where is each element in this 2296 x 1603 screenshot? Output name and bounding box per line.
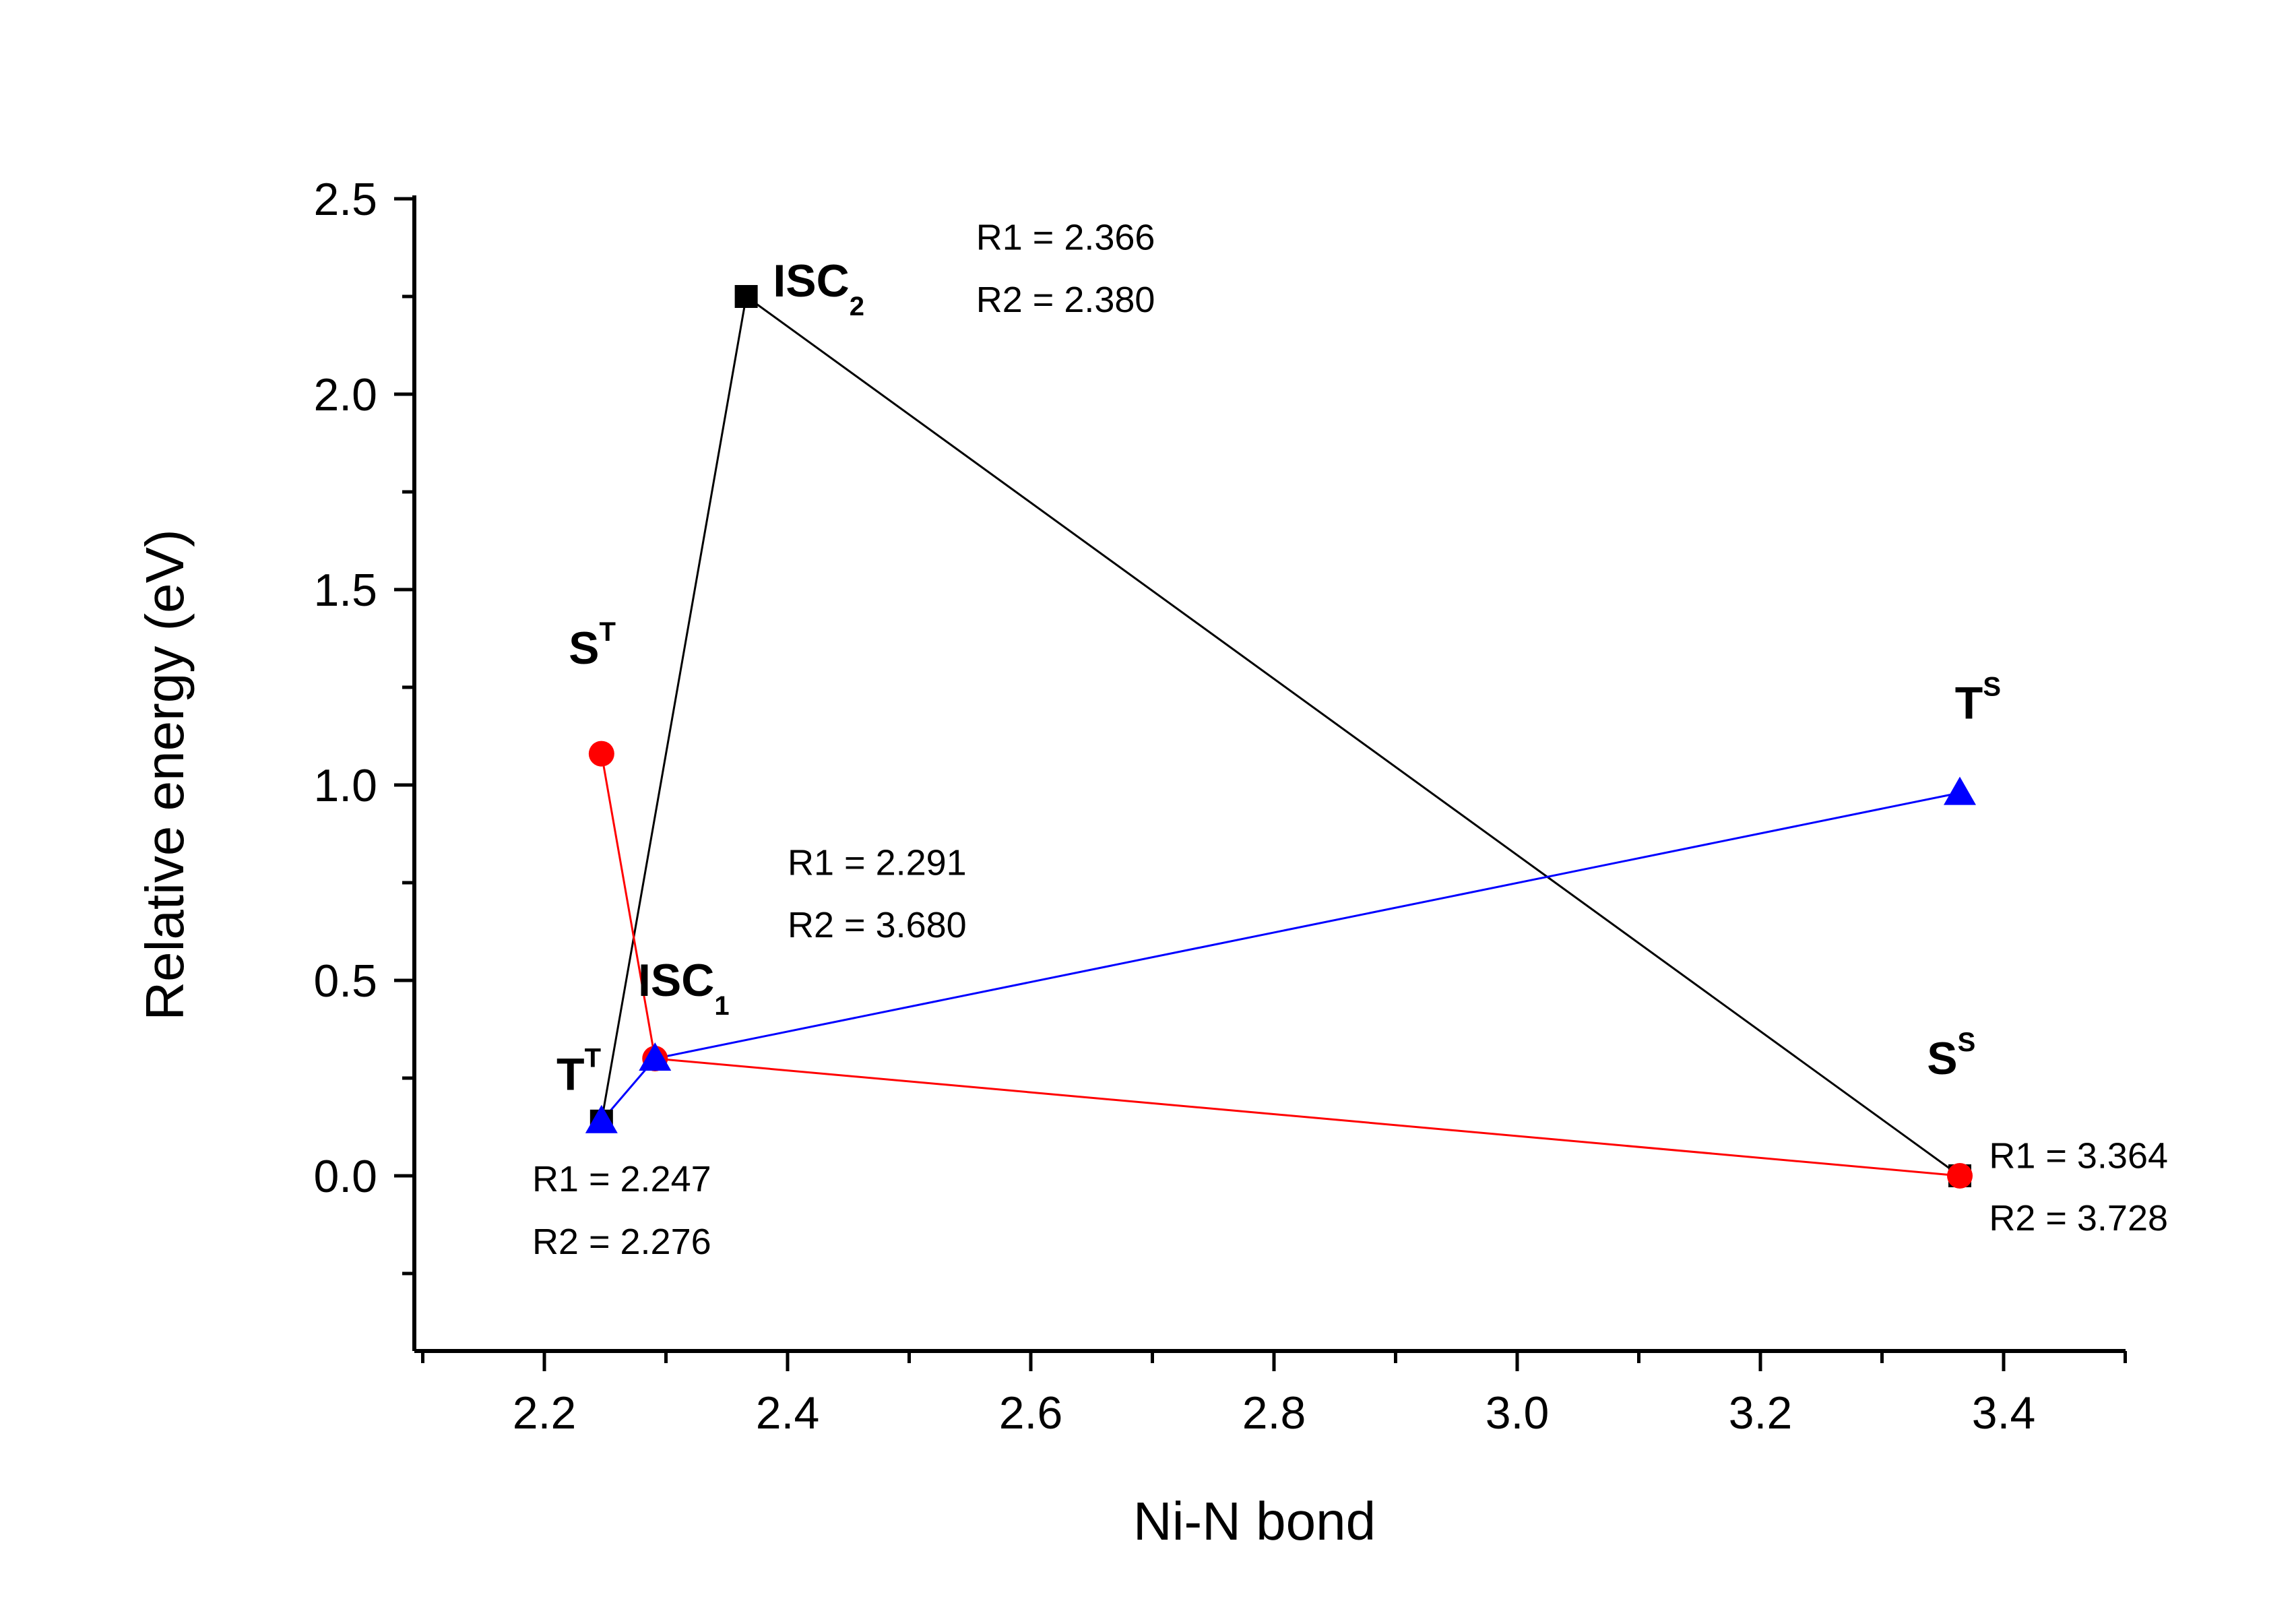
x-axis-title: Ni-N bond bbox=[1133, 1491, 1376, 1551]
annotation-ss-r1: R1 = 3.364 bbox=[1989, 1135, 2168, 1176]
marker-circle-red bbox=[588, 741, 614, 767]
annotation-isc2-r2: R2 = 2.380 bbox=[976, 280, 1155, 320]
x-tick-label: 3.4 bbox=[1972, 1387, 2036, 1439]
bond-annotations: R1 = 2.366 R2 = 2.380 R1 = 2.291 R2 = 3.680… bbox=[532, 217, 2168, 1262]
marker-square-black bbox=[734, 285, 758, 308]
x-tick-label: 2.8 bbox=[1242, 1387, 1306, 1439]
y-axis-title: Relative energy (eV) bbox=[135, 529, 195, 1020]
state-labels: ISC2 ST TS ISC1 TT SS bbox=[556, 255, 2001, 1100]
series-line-red bbox=[600, 753, 1960, 1177]
state-label-ts: TS bbox=[1955, 672, 2001, 728]
y-tick-label: 2.5 bbox=[313, 174, 377, 225]
annotation-tt-r1: R1 = 2.247 bbox=[532, 1159, 711, 1199]
series-markers bbox=[585, 285, 1977, 1189]
x-tick-label: 3.2 bbox=[1729, 1387, 1793, 1439]
y-tick-label: 1.0 bbox=[313, 760, 377, 811]
series-line-black bbox=[600, 294, 1960, 1177]
annotation-tt-r2: R2 = 2.276 bbox=[532, 1222, 711, 1262]
marker-triangle-blue bbox=[1944, 776, 1977, 805]
annotation-isc1-r2: R2 = 3.680 bbox=[788, 905, 967, 945]
marker-circle-red bbox=[1947, 1163, 1973, 1189]
y-tick-label: 0.0 bbox=[313, 1151, 377, 1202]
state-label-st: ST bbox=[569, 617, 616, 674]
x-axis-ticks: 2.2 2.4 2.6 2.8 3.0 3.2 3.4 bbox=[421, 1351, 2127, 1439]
y-tick-label: 1.5 bbox=[313, 565, 377, 616]
state-label-tt: TT bbox=[556, 1043, 601, 1100]
annotation-isc2-r1: R1 = 2.366 bbox=[976, 217, 1155, 257]
y-axis-ticks: 0.0 0.5 1.0 1.5 2.0 2.5 bbox=[313, 174, 414, 1276]
x-tick-label: 2.2 bbox=[513, 1387, 577, 1439]
marker-triangle-blue bbox=[585, 1104, 618, 1133]
annotation-isc1-r1: R1 = 2.291 bbox=[788, 842, 967, 883]
annotation-ss-r2: R2 = 3.728 bbox=[1989, 1198, 2168, 1238]
y-tick-label: 0.5 bbox=[313, 955, 377, 1007]
series-lines bbox=[600, 294, 1960, 1177]
plot-frame bbox=[412, 195, 2126, 1353]
state-label-isc2: ISC2 bbox=[773, 255, 864, 321]
y-tick-label: 2.0 bbox=[313, 369, 377, 420]
x-tick-label: 2.4 bbox=[756, 1387, 820, 1439]
state-label-isc1: ISC1 bbox=[638, 955, 730, 1021]
marker-triangle-blue bbox=[639, 1042, 672, 1071]
state-label-ss: SS bbox=[1927, 1028, 1975, 1084]
x-tick-label: 3.0 bbox=[1486, 1387, 1550, 1439]
x-tick-label: 2.6 bbox=[999, 1387, 1063, 1439]
